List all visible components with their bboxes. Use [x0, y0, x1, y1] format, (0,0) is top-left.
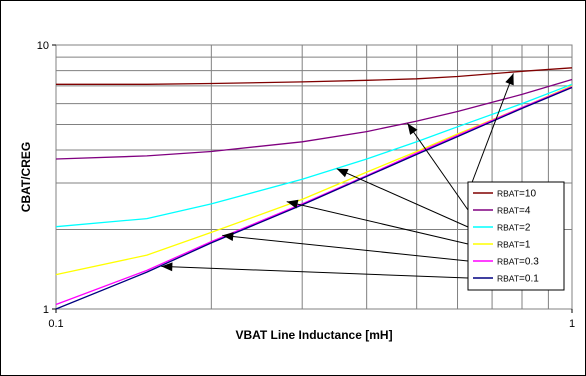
annotation-arrow-line [161, 265, 469, 279]
x-tick-label: 1 [569, 318, 575, 330]
legend-label: RBAT=2 [497, 223, 531, 234]
legend-label: RBAT=4 [497, 206, 531, 217]
annotation-arrow-head [161, 262, 173, 272]
legend-box [467, 181, 565, 291]
legend-label: RBAT=10 [497, 189, 536, 200]
annotation-arrow-head [336, 168, 349, 178]
y-axis-label-a: CBAT [19, 179, 33, 212]
legend-item: RBAT=4 [473, 206, 531, 217]
annotation-arrow-line [336, 168, 469, 228]
y-tick-label: 10 [37, 40, 49, 52]
tick-labels: 0.1 1 1 10 [37, 40, 575, 330]
annotation-arrow-line [286, 201, 469, 245]
annotation-arrow-head [286, 199, 299, 209]
legend-item: RBAT=0.3 [473, 257, 539, 268]
annotation-arrows [161, 73, 514, 279]
y-axis-label-slash: / [19, 176, 33, 180]
y-axis-label: CBAT/CREG [19, 142, 33, 212]
series-line-rbat-2 [55, 83, 573, 228]
series-layer [55, 67, 573, 310]
y-axis-label-b: CREG [19, 142, 33, 177]
plot-area [55, 44, 573, 310]
legend-item: RBAT=1 [473, 240, 531, 251]
series-line-rbat-4 [55, 78, 573, 160]
x-axis-label-text: Line Inductance [mH] [267, 328, 392, 342]
series-line-rbat-10 [56, 67, 573, 85]
annotation-arrow-line [407, 123, 469, 211]
annotation-arrow-head [222, 232, 234, 242]
annotation-arrow-line [222, 234, 469, 262]
legend-label: RBAT=0.3 [497, 257, 539, 268]
annotation-arrow-head [505, 73, 514, 86]
legend: RBAT=10 RBAT=4 RBAT=2 RBAT=1 RBAT=0.3 RBAT=0.… [467, 181, 565, 291]
legend-item: RBAT=2 [473, 223, 531, 234]
legend-item: RBAT=10 [473, 189, 536, 200]
x-axis-label: VBAT Line Inductance [mH] [235, 328, 392, 342]
legend-label: RBAT=1 [497, 240, 531, 251]
x-tick-label: 0.1 [48, 318, 63, 330]
legend-label: RBAT=0.1 [497, 274, 539, 285]
series-line-rbat-0-1 [55, 86, 573, 310]
legend-items: RBAT=10 RBAT=4 RBAT=2 RBAT=1 RBAT=0.3 RBAT=0.… [473, 189, 539, 285]
annotation-arrow-line [467, 73, 514, 194]
series-line-rbat-0-3 [55, 86, 573, 306]
y-tick-label: 1 [43, 304, 49, 316]
x-axis-label-sub: VBAT [235, 328, 267, 342]
annotation-arrow-head [407, 123, 418, 135]
legend-item: RBAT=0.1 [473, 274, 539, 285]
